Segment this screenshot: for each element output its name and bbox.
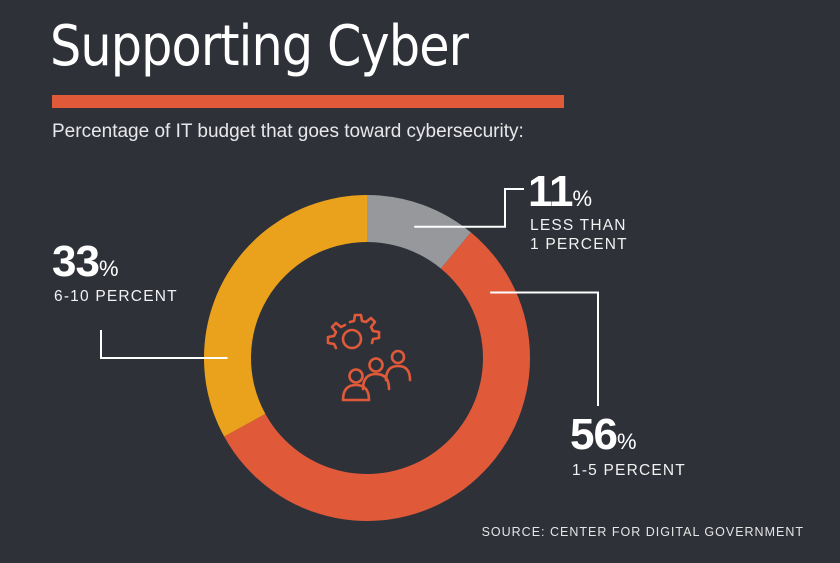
donut-slice: [224, 232, 530, 521]
percent-sign: %: [572, 186, 593, 211]
data-label-value: 56%: [570, 413, 637, 464]
data-label-category: 1-5 PERCENT: [572, 461, 686, 480]
donut-slices: [204, 195, 530, 521]
chart-subtitle: Percentage of IT budget that goes toward…: [52, 121, 524, 142]
category-line: 6-10 PERCENT: [54, 288, 178, 305]
value-number: 11: [528, 167, 574, 216]
leader-line: [100, 330, 228, 359]
percent-sign: %: [98, 256, 119, 281]
category-line: 1-5 PERCENT: [572, 462, 686, 479]
source-note: SOURCE: CENTER FOR DIGITAL GOVERNMENT: [481, 525, 804, 539]
category-line: 1 PERCENT: [530, 236, 628, 253]
donut-slice: [204, 195, 367, 437]
data-label-category: LESS THAN 1 PERCENT: [530, 216, 628, 254]
data-label-category: 6-10 PERCENT: [54, 287, 178, 306]
leader-lines: [100, 188, 599, 406]
gear-people-icon: [326, 313, 412, 402]
leader-line: [414, 188, 524, 228]
title-accent-bar: [52, 95, 564, 108]
data-label-value: 11%: [528, 170, 592, 221]
donut-slice: [367, 195, 471, 269]
value-number: 33: [52, 237, 100, 286]
category-line: LESS THAN: [530, 217, 627, 234]
chart-title: Supporting Cyber: [50, 14, 469, 79]
data-label-value: 33%: [52, 240, 119, 291]
value-number: 56: [570, 410, 618, 459]
leader-line: [490, 291, 599, 406]
percent-sign: %: [616, 429, 637, 454]
